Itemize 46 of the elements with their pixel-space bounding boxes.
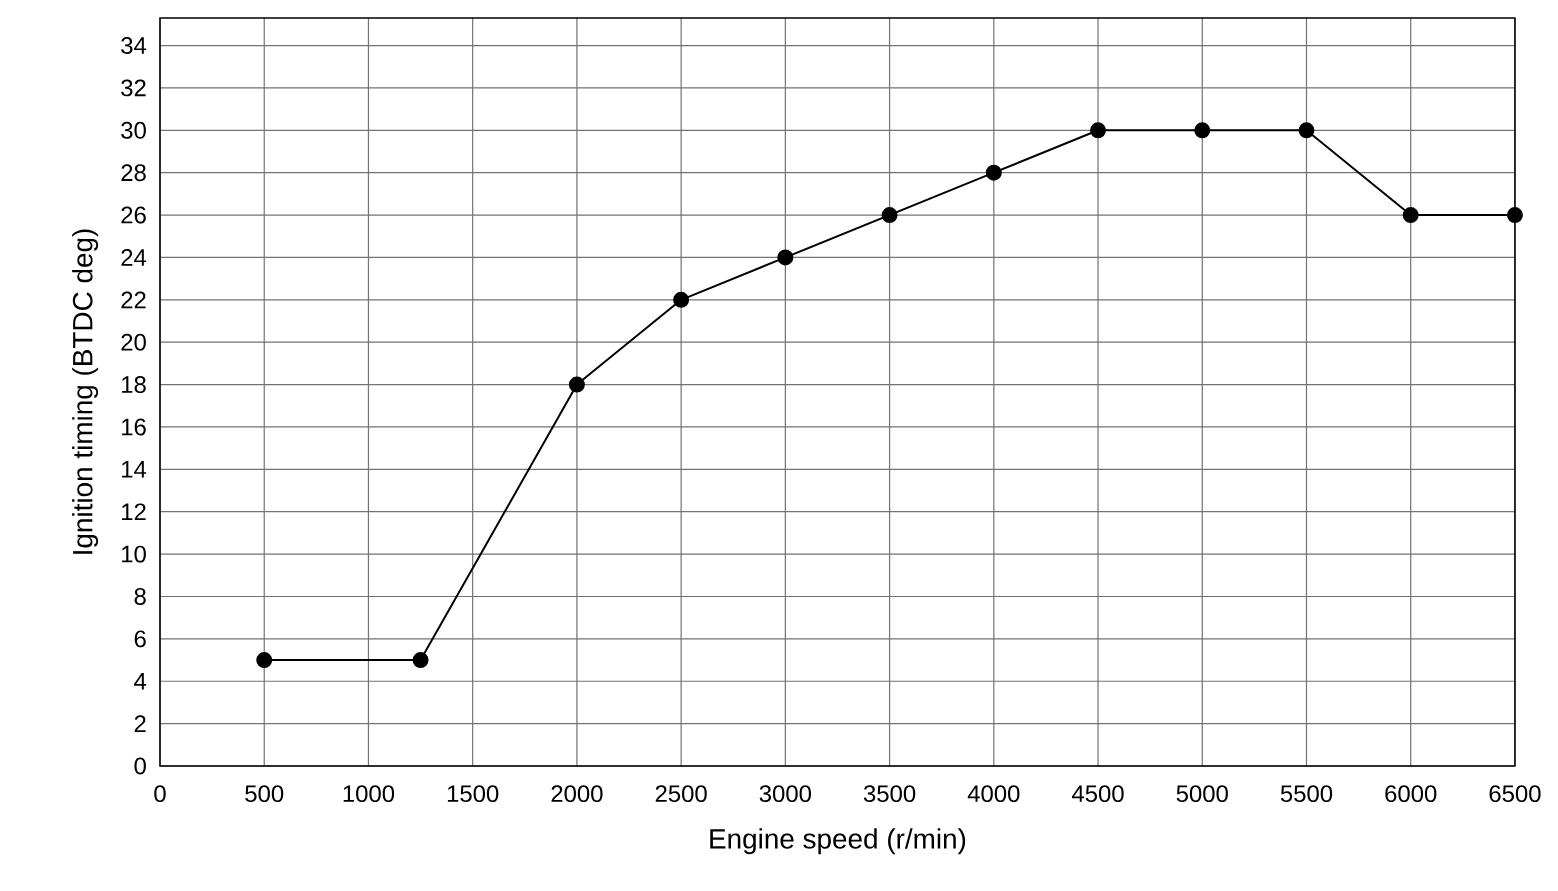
- y-tick-label: 0: [134, 757, 146, 775]
- point: [1090, 122, 1107, 139]
- x-tick-label: 5000: [1176, 785, 1228, 803]
- point: [1402, 207, 1419, 224]
- y-tick-label: 30: [121, 121, 146, 139]
- y-tick-label: 32: [121, 79, 146, 97]
- y-tick-label: 12: [122, 503, 146, 521]
- x-tick-label: 4500: [1071, 785, 1124, 803]
- y-axis-title: Ignition timing (BTDC deg): [72, 229, 99, 554]
- y-tick-label: 14: [122, 461, 147, 478]
- point: [673, 291, 690, 308]
- point: [777, 249, 794, 266]
- x-tick-label: 500: [245, 785, 284, 803]
- x-tick-label: 3000: [759, 785, 811, 803]
- x-tick-label: 0: [154, 785, 166, 803]
- y-tick-label: 4: [134, 673, 147, 690]
- point: [1298, 122, 1315, 139]
- y-tick-label: 18: [122, 376, 146, 394]
- x-tick-label: 2500: [655, 785, 707, 803]
- y-tick-label: 20: [121, 333, 146, 351]
- x-axis-title: Engine speed (r/min): [710, 828, 966, 855]
- y-tick-label: 24: [121, 249, 147, 266]
- x-tick-label: 3500: [863, 785, 916, 803]
- point: [985, 164, 1002, 181]
- y-tick-label: 8: [134, 588, 146, 605]
- point: [412, 652, 429, 669]
- y-tick-label: 2: [134, 715, 146, 732]
- y-tick-label: 34: [121, 37, 147, 54]
- y-tick-label: 22: [121, 291, 146, 309]
- y-tick-label: 6: [134, 630, 146, 648]
- y-tick-label: 28: [121, 164, 146, 182]
- y-tick-label: 16: [122, 418, 146, 436]
- y-tick-label: 10: [122, 545, 146, 563]
- x-tick-label: 5500: [1280, 785, 1333, 803]
- point: [568, 376, 585, 393]
- point: [1506, 207, 1523, 224]
- x-tick-label: 6000: [1385, 785, 1437, 803]
- x-tick-label: 2000: [551, 785, 603, 803]
- x-tick-label: 1000: [343, 785, 395, 803]
- x-tick-label: 4000: [967, 785, 1020, 803]
- point: [1194, 122, 1211, 139]
- y-tick-label: 26: [121, 206, 146, 224]
- x-tick-label: 6500: [1489, 785, 1541, 803]
- x-tick-label: 1500: [447, 785, 499, 803]
- point: [256, 652, 273, 669]
- point: [881, 207, 898, 224]
